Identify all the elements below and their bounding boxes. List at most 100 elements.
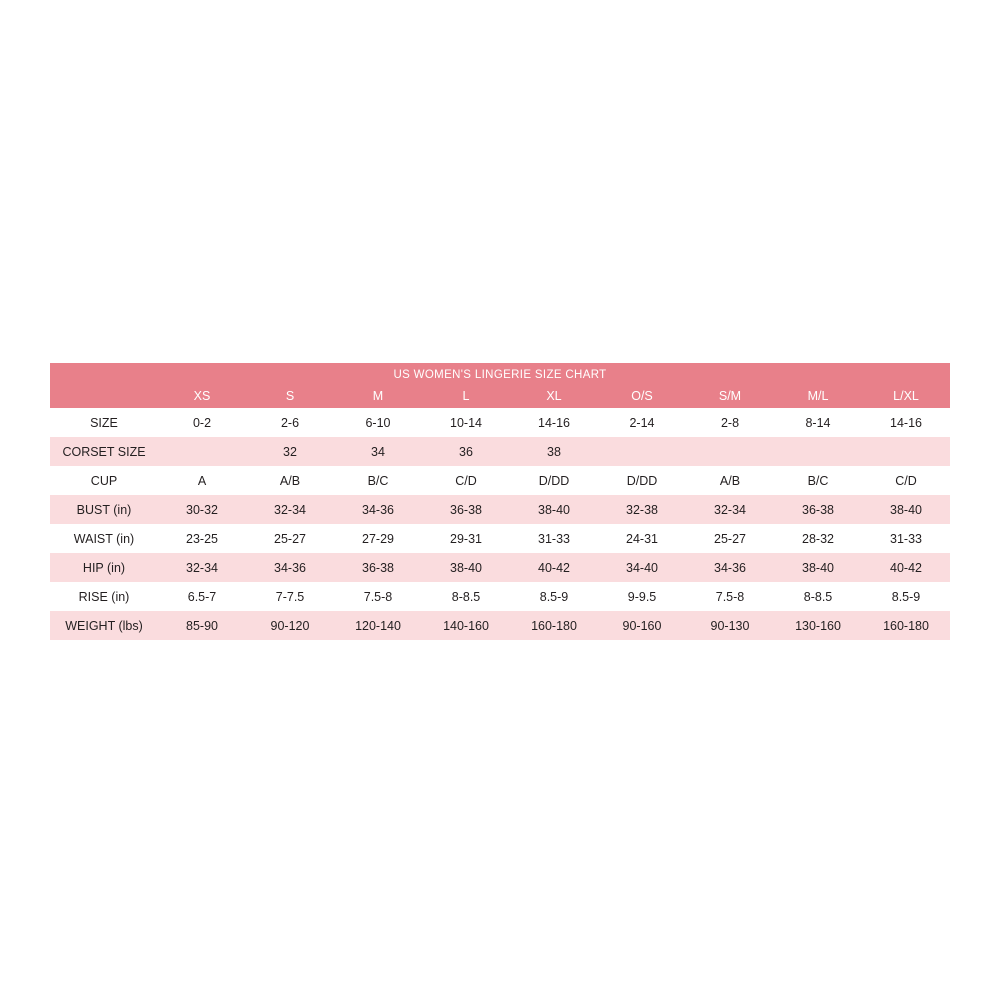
- cell-bust-ml: 36-38: [774, 495, 862, 524]
- cell-weight-l: 140-160: [422, 611, 510, 640]
- cell-cup-os: D/DD: [598, 466, 686, 495]
- cell-size-s: 2-6: [246, 408, 334, 437]
- cell-hip-s: 34-36: [246, 553, 334, 582]
- chart-title-row: US WOMEN'S LINGERIE SIZE CHART: [50, 363, 950, 385]
- cell-weight-xs: 85-90: [158, 611, 246, 640]
- cell-size-os: 2-14: [598, 408, 686, 437]
- cell-size-xl: 14-16: [510, 408, 598, 437]
- cell-corset-size-s: 32: [246, 437, 334, 466]
- row-label-hip: HIP (in): [50, 553, 158, 582]
- cell-rise-os: 9-9.5: [598, 582, 686, 611]
- chart-title: US WOMEN'S LINGERIE SIZE CHART: [50, 363, 950, 385]
- cell-corset-size-sm: [686, 437, 774, 466]
- cell-cup-ml: B/C: [774, 466, 862, 495]
- size-chart-container: US WOMEN'S LINGERIE SIZE CHART XS S M L …: [50, 363, 950, 640]
- column-header-m: M: [334, 385, 422, 408]
- cell-waist-lxl: 31-33: [862, 524, 950, 553]
- cell-waist-l: 29-31: [422, 524, 510, 553]
- cell-bust-s: 32-34: [246, 495, 334, 524]
- cell-bust-xs: 30-32: [158, 495, 246, 524]
- table-row-hip: HIP (in) 32-34 34-36 36-38 38-40 40-42 3…: [50, 553, 950, 582]
- table-row-waist: WAIST (in) 23-25 25-27 27-29 29-31 31-33…: [50, 524, 950, 553]
- column-header-s: S: [246, 385, 334, 408]
- cell-weight-s: 90-120: [246, 611, 334, 640]
- cell-hip-l: 38-40: [422, 553, 510, 582]
- cell-waist-m: 27-29: [334, 524, 422, 553]
- cell-weight-xl: 160-180: [510, 611, 598, 640]
- cell-rise-xl: 8.5-9: [510, 582, 598, 611]
- cell-cup-lxl: C/D: [862, 466, 950, 495]
- cell-hip-os: 34-40: [598, 553, 686, 582]
- cell-weight-lxl: 160-180: [862, 611, 950, 640]
- cell-weight-os: 90-160: [598, 611, 686, 640]
- cell-bust-xl: 38-40: [510, 495, 598, 524]
- cell-cup-l: C/D: [422, 466, 510, 495]
- table-row-corset-size: CORSET SIZE 32 34 36 38: [50, 437, 950, 466]
- table-row-rise: RISE (in) 6.5-7 7-7.5 7.5-8 8-8.5 8.5-9 …: [50, 582, 950, 611]
- cell-hip-ml: 38-40: [774, 553, 862, 582]
- cell-weight-sm: 90-130: [686, 611, 774, 640]
- cell-waist-xl: 31-33: [510, 524, 598, 553]
- cell-rise-xs: 6.5-7: [158, 582, 246, 611]
- cell-hip-xl: 40-42: [510, 553, 598, 582]
- cell-size-sm: 2-8: [686, 408, 774, 437]
- cell-size-xs: 0-2: [158, 408, 246, 437]
- row-label-cup: CUP: [50, 466, 158, 495]
- cell-hip-xs: 32-34: [158, 553, 246, 582]
- cell-cup-xl: D/DD: [510, 466, 598, 495]
- size-chart-table: US WOMEN'S LINGERIE SIZE CHART XS S M L …: [50, 363, 950, 640]
- table-head: US WOMEN'S LINGERIE SIZE CHART XS S M L …: [50, 363, 950, 408]
- column-header-xs: XS: [158, 385, 246, 408]
- column-header-xl: XL: [510, 385, 598, 408]
- table-row-cup: CUP A A/B B/C C/D D/DD D/DD A/B B/C C/D: [50, 466, 950, 495]
- cell-corset-size-l: 36: [422, 437, 510, 466]
- cell-hip-lxl: 40-42: [862, 553, 950, 582]
- cell-cup-m: B/C: [334, 466, 422, 495]
- cell-bust-l: 36-38: [422, 495, 510, 524]
- cell-size-m: 6-10: [334, 408, 422, 437]
- cell-waist-os: 24-31: [598, 524, 686, 553]
- cell-cup-s: A/B: [246, 466, 334, 495]
- cell-waist-s: 25-27: [246, 524, 334, 553]
- cell-rise-m: 7.5-8: [334, 582, 422, 611]
- row-label-waist: WAIST (in): [50, 524, 158, 553]
- table-row-weight: WEIGHT (lbs) 85-90 90-120 120-140 140-16…: [50, 611, 950, 640]
- cell-waist-sm: 25-27: [686, 524, 774, 553]
- cell-size-ml: 8-14: [774, 408, 862, 437]
- cell-hip-sm: 34-36: [686, 553, 774, 582]
- cell-rise-sm: 7.5-8: [686, 582, 774, 611]
- cell-corset-size-xl: 38: [510, 437, 598, 466]
- cell-rise-l: 8-8.5: [422, 582, 510, 611]
- cell-size-lxl: 14-16: [862, 408, 950, 437]
- column-header-sm: S/M: [686, 385, 774, 408]
- cell-bust-lxl: 38-40: [862, 495, 950, 524]
- cell-hip-m: 36-38: [334, 553, 422, 582]
- cell-waist-ml: 28-32: [774, 524, 862, 553]
- cell-size-l: 10-14: [422, 408, 510, 437]
- column-header-os: O/S: [598, 385, 686, 408]
- column-header-corner: [50, 385, 158, 408]
- cell-cup-xs: A: [158, 466, 246, 495]
- cell-corset-size-xs: [158, 437, 246, 466]
- row-label-corset-size: CORSET SIZE: [50, 437, 158, 466]
- row-label-bust: BUST (in): [50, 495, 158, 524]
- cell-corset-size-m: 34: [334, 437, 422, 466]
- column-header-row: XS S M L XL O/S S/M M/L L/XL: [50, 385, 950, 408]
- cell-rise-s: 7-7.5: [246, 582, 334, 611]
- cell-corset-size-ml: [774, 437, 862, 466]
- column-header-l: L: [422, 385, 510, 408]
- cell-corset-size-os: [598, 437, 686, 466]
- cell-bust-m: 34-36: [334, 495, 422, 524]
- table-row-size: SIZE 0-2 2-6 6-10 10-14 14-16 2-14 2-8 8…: [50, 408, 950, 437]
- cell-bust-os: 32-38: [598, 495, 686, 524]
- cell-cup-sm: A/B: [686, 466, 774, 495]
- table-body: SIZE 0-2 2-6 6-10 10-14 14-16 2-14 2-8 8…: [50, 408, 950, 640]
- cell-weight-ml: 130-160: [774, 611, 862, 640]
- cell-rise-lxl: 8.5-9: [862, 582, 950, 611]
- column-header-lxl: L/XL: [862, 385, 950, 408]
- cell-corset-size-lxl: [862, 437, 950, 466]
- row-label-weight: WEIGHT (lbs): [50, 611, 158, 640]
- row-label-rise: RISE (in): [50, 582, 158, 611]
- cell-waist-xs: 23-25: [158, 524, 246, 553]
- cell-rise-ml: 8-8.5: [774, 582, 862, 611]
